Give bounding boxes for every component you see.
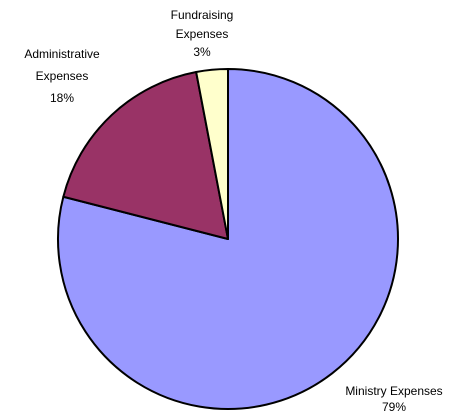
slice-label-administrative-line-2: Expenses — [36, 69, 89, 83]
pie-slice-administrative-expenses — [62, 71, 229, 240]
slice-label-fundraising-line-2: Expenses — [176, 27, 229, 41]
pie-slices — [56, 68, 399, 410]
slice-label-fundraising-line-3: 3% — [193, 45, 211, 59]
pie-slice-fundraising-expenses — [195, 68, 229, 240]
slice-label-ministry-line-1: Ministry Expenses — [345, 384, 442, 398]
slice-label-ministry-line-2: 79% — [382, 400, 406, 414]
pie-labels: Ministry Expenses 79% Administrative Exp… — [24, 8, 442, 414]
slice-label-fundraising-line-1: Fundraising — [171, 8, 234, 22]
slice-label-administrative-line-1: Administrative — [24, 47, 100, 61]
slice-label-administrative-line-3: 18% — [50, 91, 74, 105]
pie-slice-ministry-expenses — [56, 68, 399, 410]
